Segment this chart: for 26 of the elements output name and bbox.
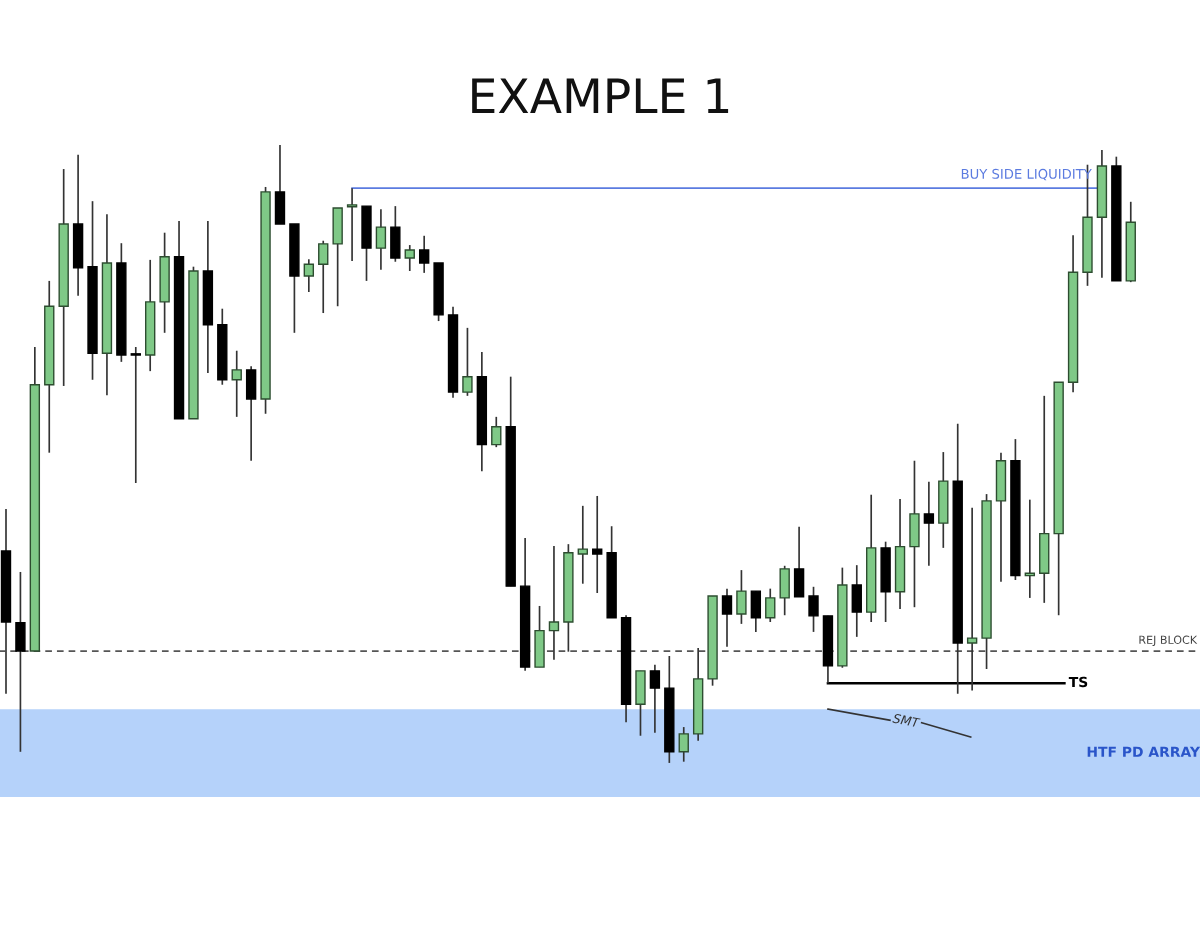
candlestick — [404, 244, 415, 272]
candlestick — [577, 505, 588, 585]
candlestick — [318, 239, 329, 314]
candlestick — [678, 726, 689, 763]
candlestick — [231, 349, 242, 418]
candlestick — [649, 663, 661, 734]
candlestick — [346, 187, 358, 262]
ref-line-label: REJ BLOCK — [1139, 635, 1198, 647]
candlestick — [491, 416, 502, 448]
annotation: SMT — [892, 713, 921, 728]
candlestick — [966, 506, 978, 692]
candlestick — [808, 585, 819, 633]
candlestick — [418, 234, 430, 274]
chart-title: EXAMPLE 1 — [472, 78, 729, 114]
candlestick — [303, 258, 315, 293]
ref-line-label: TS — [1068, 676, 1088, 688]
candlestick — [721, 587, 733, 648]
candlestick — [736, 569, 747, 625]
candlestick — [462, 327, 473, 397]
band-label: HTF PD ARRAY — [1087, 746, 1200, 757]
candlestick — [923, 480, 935, 567]
candlestick — [375, 208, 387, 271]
candlestick — [130, 346, 141, 484]
candlestick — [592, 495, 603, 594]
candlestick — [548, 545, 560, 661]
candlestick — [765, 587, 776, 623]
